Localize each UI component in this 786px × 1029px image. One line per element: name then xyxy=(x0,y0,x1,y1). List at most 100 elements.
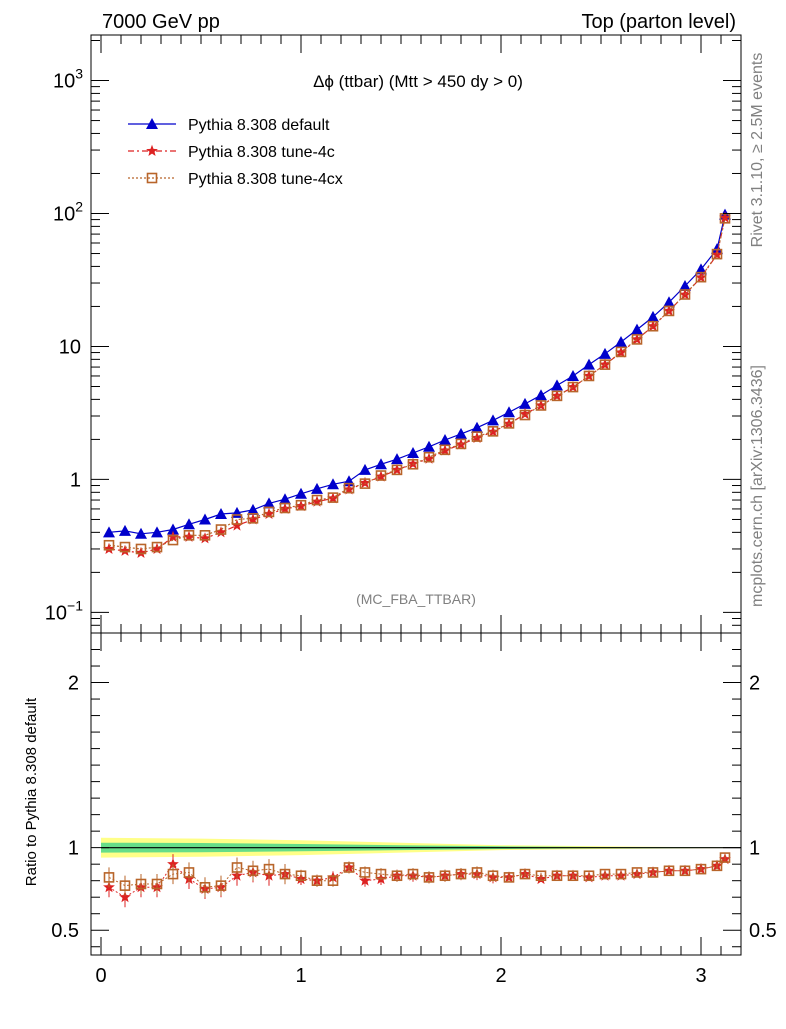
data-point xyxy=(615,346,627,358)
legend-marker xyxy=(146,172,158,184)
ratio-line xyxy=(108,857,726,888)
data-point xyxy=(503,418,515,429)
data-point xyxy=(167,534,179,546)
data-point xyxy=(471,421,483,433)
data-point xyxy=(151,526,163,538)
x-tick-label: 1 xyxy=(295,965,306,987)
data-point xyxy=(375,458,387,470)
y-tick-label: 10 xyxy=(59,336,81,358)
data-point xyxy=(647,320,659,332)
data-point xyxy=(679,289,691,300)
y-tick-label: 1 xyxy=(70,469,81,491)
ratio-point xyxy=(279,868,291,880)
data-point xyxy=(311,494,323,506)
data-point xyxy=(183,530,195,542)
ratio-point xyxy=(167,868,179,880)
series-line xyxy=(108,214,726,535)
data-point xyxy=(343,483,355,495)
data-point xyxy=(119,544,131,556)
ratio-point xyxy=(615,868,627,880)
ratio-point xyxy=(647,867,659,878)
analysis-watermark: (MC_FBA_TTBAR) xyxy=(356,591,476,607)
data-point xyxy=(247,513,259,524)
ratio-point xyxy=(679,865,691,877)
legend-label: Pythia 8.308 default xyxy=(188,117,330,134)
ratio-point xyxy=(119,880,131,891)
data-point xyxy=(567,369,579,381)
data-point xyxy=(615,346,627,358)
data-point xyxy=(679,279,691,291)
ratio-plot-panel: 0.5 0.5 1 1 2 2 0 1 2 3 Ratio to Pythia 8.308 def… xyxy=(23,632,777,987)
data-point xyxy=(647,310,659,322)
data-point xyxy=(295,499,307,511)
data-point xyxy=(375,470,387,482)
ratio-point xyxy=(103,872,115,883)
energy-label: 7000 GeV pp xyxy=(102,11,220,33)
ratio-point xyxy=(503,872,515,883)
ratio-y-tick-label-right: 1 xyxy=(749,838,760,860)
data-point xyxy=(471,431,483,442)
ratio-point xyxy=(231,862,243,873)
data-point xyxy=(343,482,355,494)
data-point xyxy=(631,323,643,335)
observable-label: Top (parton level) xyxy=(581,11,736,33)
data-point xyxy=(599,347,611,359)
data-point xyxy=(455,427,467,439)
ratio-y-tick-label-right: 0.5 xyxy=(749,920,777,942)
data-point xyxy=(391,464,403,476)
data-point xyxy=(215,526,227,538)
series-3 xyxy=(103,213,731,555)
legend-label: Pythia 8.308 tune-4c xyxy=(188,144,335,161)
data-point xyxy=(279,493,291,505)
data-point xyxy=(695,271,707,283)
data-point xyxy=(135,527,147,539)
data-point xyxy=(407,457,419,469)
data-point xyxy=(199,532,211,544)
ratio-point xyxy=(311,875,323,886)
data-point xyxy=(135,543,147,555)
ratio-point xyxy=(519,868,531,880)
data-point xyxy=(263,506,275,518)
data-point xyxy=(663,305,675,317)
ratio-point xyxy=(263,863,275,875)
data-point xyxy=(519,397,531,409)
data-point xyxy=(615,336,627,348)
ratio-point xyxy=(487,870,499,882)
data-point xyxy=(327,478,339,490)
data-point xyxy=(567,380,579,393)
ratio-point xyxy=(439,870,451,882)
data-point xyxy=(327,492,339,503)
ratio-point xyxy=(391,870,403,882)
data-point xyxy=(663,296,675,308)
data-point xyxy=(439,444,451,456)
ratio-point xyxy=(135,878,147,890)
data-point xyxy=(231,514,243,525)
data-point xyxy=(311,495,323,507)
data-point xyxy=(711,248,723,260)
y-tick-label: 103 xyxy=(53,66,83,93)
mcplots-label: mcplots.cern.ch [arXiv:1306.3436] xyxy=(749,365,766,607)
data-point xyxy=(119,541,131,553)
data-point xyxy=(279,502,291,514)
y-tick-label: 102 xyxy=(53,198,83,225)
data-point xyxy=(391,463,403,475)
ratio-point xyxy=(711,860,723,872)
ratio-y-tick-label-right: 2 xyxy=(749,673,760,695)
data-point xyxy=(711,248,723,260)
ratio-point xyxy=(455,868,467,880)
ratio-point xyxy=(199,881,211,893)
data-point xyxy=(407,458,419,470)
series-2 xyxy=(103,211,731,558)
x-tick-label: 0 xyxy=(95,965,106,987)
data-point xyxy=(487,414,499,426)
data-point xyxy=(695,263,707,275)
ratio-point xyxy=(375,868,387,880)
y-tick-label: 10−1 xyxy=(45,597,83,624)
ratio-point xyxy=(215,880,227,891)
ratio-point xyxy=(359,874,371,886)
data-point xyxy=(135,546,147,558)
ratio-point xyxy=(119,891,131,903)
main-plot-panel: 10−1 1 10 102 103 Δϕ (ttbar) (Mtt > 450 dy >… xyxy=(45,34,742,634)
data-point xyxy=(519,409,531,421)
ratio-point xyxy=(631,867,643,878)
